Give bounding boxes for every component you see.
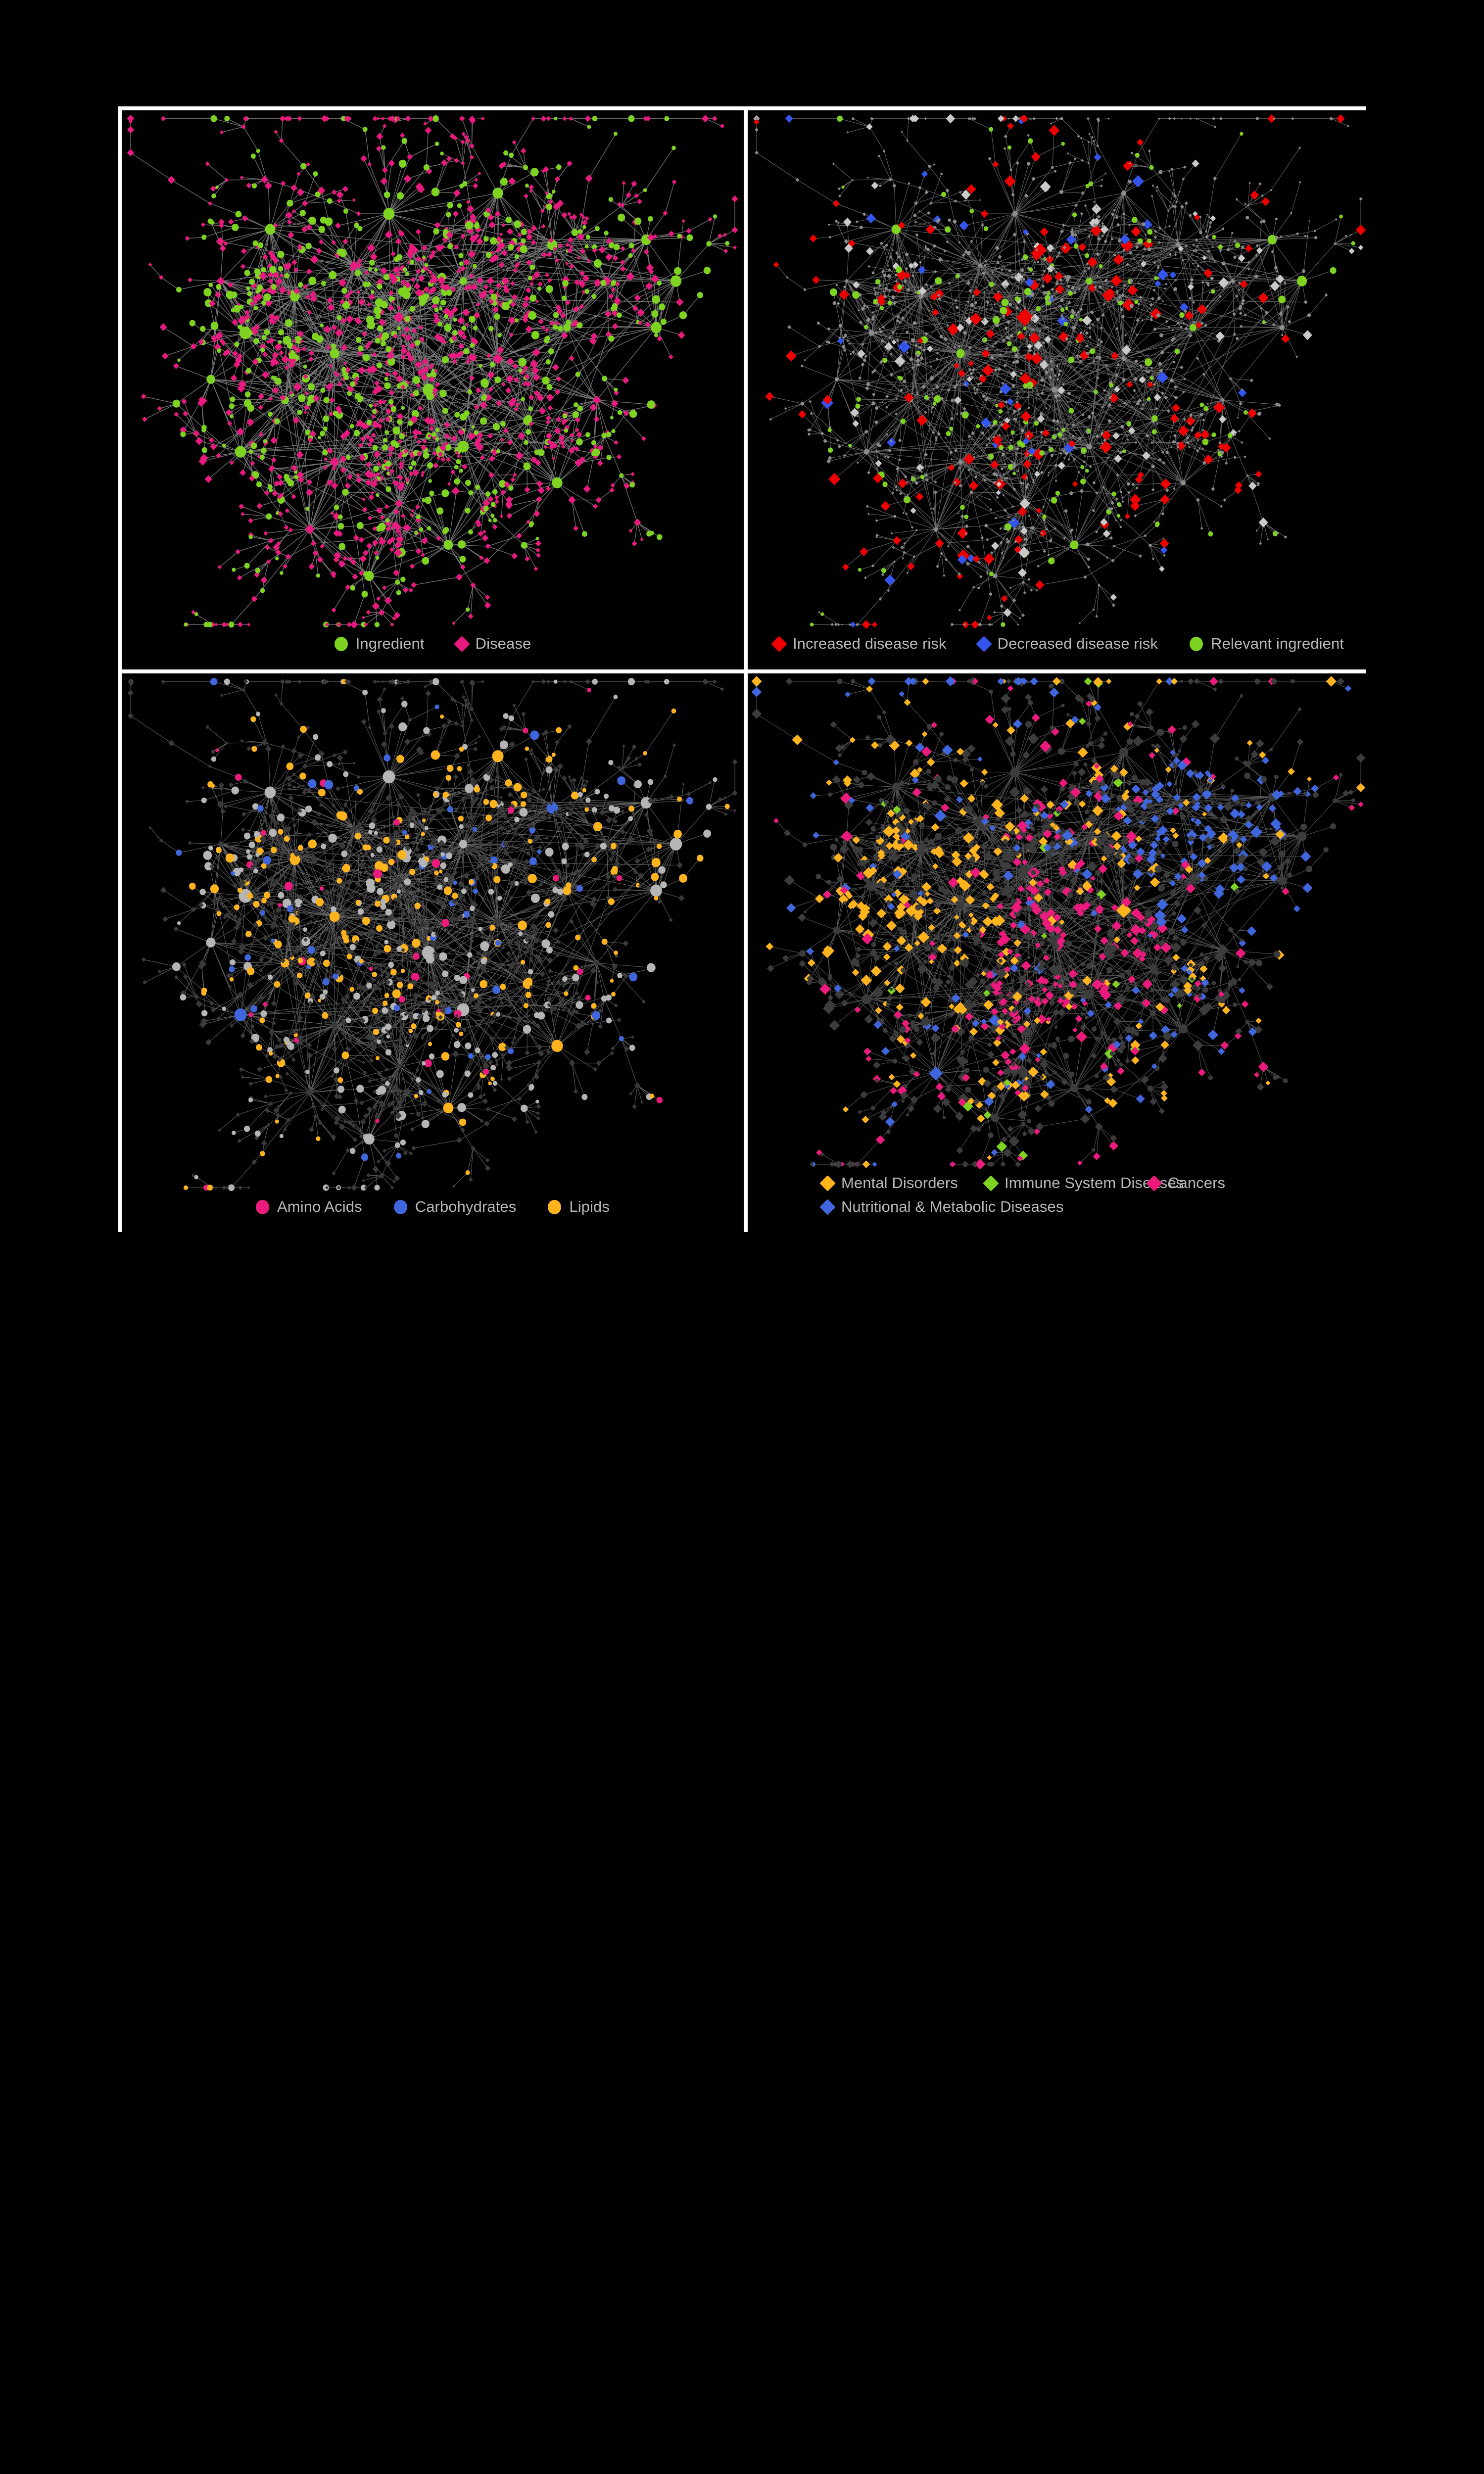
- legend-top-left: Ingredient Disease: [122, 633, 744, 669]
- cancers-diamond-icon: [1146, 1175, 1162, 1191]
- legend-label: Nutritional & Metabolic Diseases: [841, 1198, 1063, 1216]
- carbohydrates-circle-icon: [394, 1200, 407, 1214]
- disease-diamond-icon: [454, 636, 470, 652]
- legend-label: Decreased disease risk: [998, 635, 1158, 653]
- panel-disease-class-network: Mental Disorders Immune System Diseases …: [748, 673, 1370, 1233]
- legend-item: Amino Acids: [256, 1198, 362, 1216]
- ingredient-circle-icon: [335, 637, 348, 651]
- legend-item: Mental Disorders: [822, 1174, 985, 1192]
- relevant-ingredient-circle-icon: [1190, 637, 1203, 651]
- legend-item: Decreased disease risk: [978, 635, 1158, 653]
- network-canvas-bottom-right[interactable]: [748, 673, 1370, 1172]
- legend-item: Increased disease risk: [773, 635, 947, 653]
- legend-item: Immune System Diseases: [985, 1174, 1149, 1192]
- decreased-risk-diamond-icon: [976, 636, 992, 652]
- legend-item: Carbohydrates: [394, 1198, 517, 1216]
- legend-top-right: Increased disease risk Decreased disease…: [748, 633, 1370, 669]
- legend-label: Disease: [476, 635, 531, 653]
- panel-ingredient-disease-network: Ingredient Disease: [122, 110, 744, 669]
- nutritional-metabolic-diamond-icon: [819, 1199, 836, 1215]
- legend-item: Lipids: [548, 1198, 610, 1216]
- legend-label: Relevant ingredient: [1211, 635, 1344, 653]
- legend-label: Lipids: [569, 1198, 610, 1216]
- panel-grid: Ingredient Disease Increased disease ris…: [118, 106, 1366, 1232]
- legend-item: Cancers: [1149, 1174, 1312, 1192]
- footer: Created by: EdgeLeap Powered by:: [0, 1232, 1484, 1339]
- legend-label: Ingredient: [356, 635, 425, 653]
- panel-ingredient-class-network: Amino Acids Carbohydrates Lipids: [122, 673, 744, 1233]
- network-canvas-top-left[interactable]: [122, 110, 744, 633]
- legend-bottom-left: Amino Acids Carbohydrates Lipids: [122, 1196, 744, 1233]
- immune-system-diseases-diamond-icon: [983, 1175, 999, 1191]
- amino-acids-circle-icon: [256, 1200, 269, 1214]
- mental-disorders-diamond-icon: [819, 1175, 836, 1191]
- lipids-circle-icon: [548, 1200, 561, 1214]
- legend-label: Carbohydrates: [415, 1198, 517, 1216]
- network-canvas-top-right[interactable]: [748, 110, 1370, 633]
- increased-risk-diamond-icon: [771, 636, 787, 652]
- legend-item: Relevant ingredient: [1190, 635, 1344, 653]
- legend-label: Increased disease risk: [793, 635, 947, 653]
- legend-label: Cancers: [1168, 1174, 1225, 1192]
- legend-bottom-right: Mental Disorders Immune System Diseases …: [748, 1172, 1370, 1233]
- network-canvas-bottom-left[interactable]: [122, 673, 744, 1196]
- legend-item: Disease: [456, 635, 531, 653]
- legend-label: Mental Disorders: [841, 1174, 958, 1192]
- legend-label: Amino Acids: [277, 1198, 362, 1216]
- legend-item: Nutritional & Metabolic Diseases: [822, 1198, 985, 1216]
- legend-item: Ingredient: [335, 635, 425, 653]
- panel-disease-risk-network: Increased disease risk Decreased disease…: [748, 110, 1370, 669]
